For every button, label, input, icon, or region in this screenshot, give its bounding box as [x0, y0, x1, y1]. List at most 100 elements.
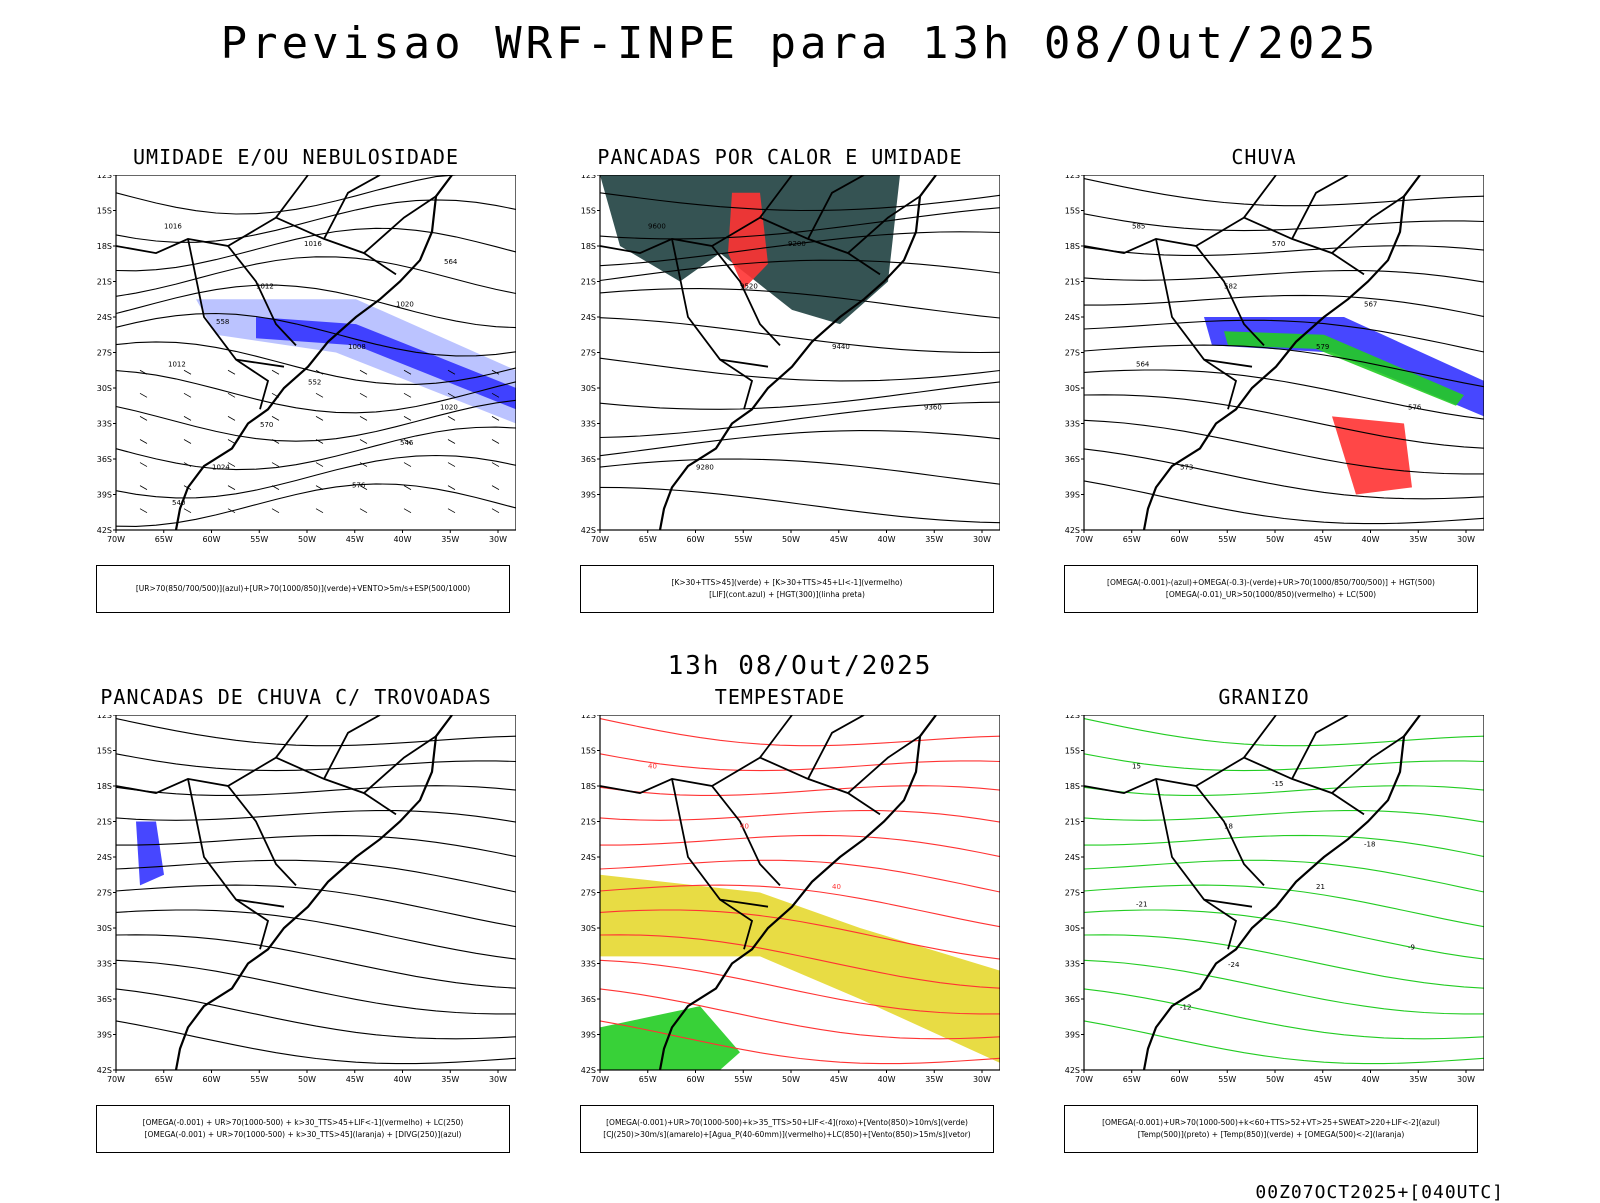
wind-arrow — [359, 369, 368, 375]
country-border — [719, 898, 769, 908]
lat-tick-label: 36S — [581, 455, 596, 464]
wind-arrow — [183, 508, 192, 514]
lat-tick-label: 24S — [97, 313, 112, 322]
wind-arrow — [183, 416, 192, 421]
lat-tick-label: 39S — [581, 1031, 596, 1040]
contour-line — [1083, 859, 1484, 893]
lon-tick-label: 45W — [1314, 535, 1332, 544]
contour-label: 1012 — [168, 361, 186, 369]
lon-tick-label: 45W — [346, 535, 364, 544]
contour-line — [115, 399, 516, 442]
lat-tick-label: 39S — [1065, 491, 1080, 500]
country-border — [1331, 735, 1405, 794]
wind-arrow — [491, 416, 500, 421]
lat-tick-label: 33S — [1065, 960, 1080, 969]
contour-label: 9360 — [924, 403, 942, 411]
lat-tick-label: 27S — [97, 349, 112, 358]
wind-arrow — [271, 508, 280, 514]
contour-line — [115, 909, 516, 960]
contour-label: -24 — [1228, 961, 1240, 969]
lon-tick-label: 35W — [441, 535, 459, 544]
country-border — [1291, 715, 1349, 780]
country-border — [1291, 175, 1349, 240]
lon-tick-label: 65W — [1123, 535, 1141, 544]
contour-line — [1083, 934, 1484, 989]
lat-tick-label: 36S — [1065, 455, 1080, 464]
contour-line — [1083, 753, 1484, 772]
lat-tick-label: 12S — [97, 715, 112, 720]
contour-line — [599, 458, 1000, 485]
lat-tick-label: 15S — [1065, 207, 1080, 216]
lon-tick-label: 40W — [1361, 1075, 1379, 1084]
wind-arrow — [227, 439, 236, 444]
lat-tick-label: 30S — [581, 384, 596, 393]
country-border — [363, 195, 437, 254]
map-svg: 40 40 40 12S 15S 18S 21S 24S 27S 30S 33S 36S 39S 42S7… — [581, 715, 1000, 1084]
contour-label: -15 — [1272, 780, 1283, 788]
contour-label: 9600 — [648, 222, 666, 230]
country-border — [1195, 756, 1365, 816]
panel-title: PANCADAS DE CHUVA C/ TROVOADAS — [100, 685, 492, 709]
shaded-region — [1332, 416, 1412, 495]
contour-line — [599, 357, 1000, 382]
lat-tick-label: 27S — [1065, 889, 1080, 898]
lat-tick-label: 39S — [581, 491, 596, 500]
panel-title: TEMPESTADE — [714, 685, 846, 709]
wind-arrow — [315, 416, 324, 421]
contour-line — [115, 370, 516, 414]
country-border — [759, 715, 793, 759]
lat-tick-label: 15S — [581, 747, 596, 756]
contour-line — [1083, 178, 1484, 207]
lat-tick-label: 33S — [581, 420, 596, 429]
panel-legend: [OMEGA(-0.001)+UR>70(1000-500)+k<60+TTS>… — [1064, 1105, 1478, 1153]
lat-tick-label: 27S — [1065, 349, 1080, 358]
forecast-map: 40 40 40 12S 15S 18S 21S 24S 27S 30S 33S 36S 39S 42S 7… — [580, 715, 1000, 1087]
wind-arrow — [227, 416, 236, 421]
country-border — [1243, 715, 1277, 759]
contour-label: 546 — [400, 439, 414, 447]
lat-tick-label: 42S — [581, 526, 596, 535]
lon-tick-label: 40W — [877, 1075, 895, 1084]
contour-line — [1083, 909, 1484, 960]
contour-label: 9440 — [832, 343, 850, 351]
lon-tick-label: 45W — [1314, 1075, 1332, 1084]
wind-arrow — [447, 439, 456, 444]
contour-label: 585 — [1132, 222, 1145, 230]
contour-line — [599, 259, 1000, 282]
legend-line: [OMEGA(-0.001)-(azul)+OMEGA(-0.3)-(verde… — [1107, 578, 1435, 587]
contour-line — [1083, 394, 1484, 449]
wind-arrow — [139, 369, 148, 375]
lon-tick-label: 70W — [107, 1075, 125, 1084]
lon-tick-label: 60W — [1170, 1075, 1188, 1084]
lon-tick-label: 45W — [346, 1075, 364, 1084]
lon-tick-label: 30W — [489, 1075, 507, 1084]
wind-arrow — [315, 485, 324, 490]
shaded-region — [256, 317, 516, 410]
wind-arrow — [491, 392, 500, 398]
country-border — [363, 735, 437, 794]
contour-label: 540 — [172, 499, 185, 507]
lon-tick-label: 60W — [686, 535, 704, 544]
contour-line — [115, 454, 516, 499]
contour-line — [599, 317, 1000, 354]
lat-tick-label: 21S — [581, 818, 596, 827]
lon-tick-label: 55W — [734, 535, 752, 544]
lat-tick-label: 18S — [581, 242, 596, 251]
panel-title: PANCADAS POR CALOR E UMIDADE — [597, 145, 963, 169]
plot-area: 1016 1012 1008 1020 1024 1016 1020 1012 570 576 56… — [97, 175, 516, 544]
page-title: Previsao WRF-INPE para 13h 08/Out/2025 — [220, 18, 1380, 69]
contour-label: 9200 — [788, 240, 806, 248]
plot-area: 585 582 579 576 573 570 567 564 12S 15S 18S 21S 24S 2… — [1065, 175, 1484, 544]
coastline — [1142, 715, 1421, 1071]
contour-line — [599, 934, 1000, 989]
contour-label: 9520 — [740, 283, 758, 291]
lon-tick-label: 65W — [155, 535, 173, 544]
contour-line — [1083, 369, 1484, 420]
contour-line — [1083, 270, 1484, 283]
wind-arrow — [315, 369, 324, 375]
panel-granizo: GRANIZO 15 18 21 -9 -12 -15 -18 -21 -24 12S 15S 18S… — [1044, 685, 1484, 1175]
contour-label: 564 — [444, 258, 458, 266]
contour-label: -9 — [1408, 943, 1415, 951]
forecast-map: 585 582 579 576 573 570 567 564 12S 15S 18S 21S 24S 2… — [1064, 175, 1484, 547]
